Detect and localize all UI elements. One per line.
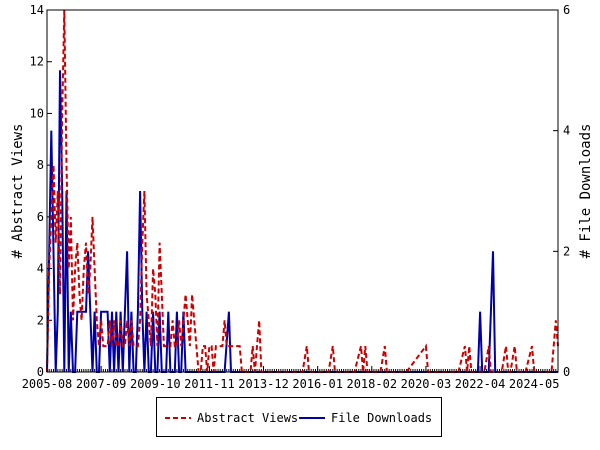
y-left-tick-label: 0	[37, 365, 44, 379]
legend: Abstract Views File Downloads	[156, 397, 442, 437]
plot-border	[46, 9, 559, 373]
plot-frame	[46, 9, 559, 373]
y-right-tick-label: 4	[563, 124, 570, 138]
y-left-tick-label: 8	[37, 158, 44, 172]
legend-item-abstract-views: Abstract Views	[165, 398, 298, 438]
y-left-tick-label: 14	[30, 3, 44, 17]
legend-label-abstract-views: Abstract Views	[197, 411, 299, 425]
x-tick-label: 2013-12	[238, 377, 289, 391]
x-tick-label: 2005-08	[22, 377, 73, 391]
y-right-axis-title: # File Downloads	[578, 124, 594, 259]
y-left-tick-label: 4	[37, 262, 44, 276]
y-left-tick-label: 2	[37, 313, 44, 327]
plot-background	[47, 10, 558, 372]
x-tick-label: 2022-04	[455, 377, 506, 391]
y-left-axis-ticks: 0 2 4 6 8 10 12 14	[30, 3, 52, 379]
legend-item-file-downloads: File Downloads	[299, 398, 432, 438]
x-tick-label: 2007-09	[76, 377, 127, 391]
series-line-abstract-views	[46, 9, 559, 373]
x-tick-label: 2020-03	[401, 377, 452, 391]
x-tick-label: 2024-05	[509, 377, 560, 391]
y-left-tick-label: 10	[30, 106, 44, 120]
x-tick-label: 2016-01	[292, 377, 343, 391]
legend-label-file-downloads: File Downloads	[331, 411, 433, 425]
y-left-axis-title: # Abstract Views	[10, 124, 26, 259]
y-left-tick-label: 12	[30, 55, 44, 69]
y-left-tick-label: 6	[37, 210, 44, 224]
legend-swatch-solid-blue	[299, 417, 325, 419]
legend-swatch-dashed-red	[165, 417, 191, 419]
plot-area	[47, 10, 558, 372]
y-right-tick-label: 6	[563, 3, 570, 17]
x-tick-label: 2011-11	[184, 377, 235, 391]
y-right-tick-label: 2	[563, 244, 570, 258]
y-right-tick-label: 0	[563, 365, 570, 379]
x-tick-label: 2018-02	[346, 377, 397, 391]
x-tick-label: 2009-10	[130, 377, 181, 391]
